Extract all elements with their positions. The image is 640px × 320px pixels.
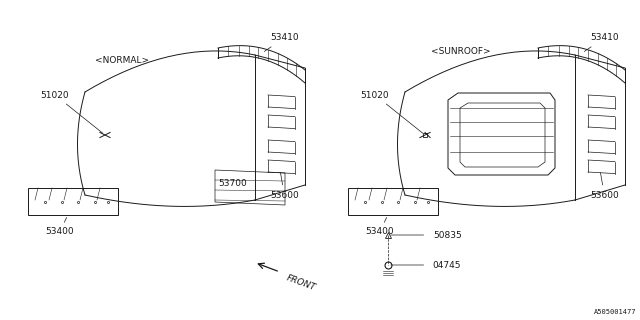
Text: 50835: 50835 [433, 230, 461, 239]
Text: 53400: 53400 [45, 218, 74, 236]
Text: <NORMAL>: <NORMAL> [95, 56, 148, 65]
Text: 53410: 53410 [264, 34, 299, 52]
Text: 53700: 53700 [218, 179, 247, 188]
Text: 51020: 51020 [41, 91, 103, 133]
Text: 51020: 51020 [361, 91, 423, 133]
Text: 53600: 53600 [270, 173, 299, 199]
Text: 04745: 04745 [433, 260, 461, 269]
Text: 53400: 53400 [365, 218, 394, 236]
Text: 53600: 53600 [590, 173, 619, 199]
Text: FRONT: FRONT [285, 274, 317, 292]
Text: 53410: 53410 [584, 34, 619, 52]
Text: A505001477: A505001477 [595, 309, 637, 315]
Text: <SUNROOF>: <SUNROOF> [431, 47, 491, 56]
